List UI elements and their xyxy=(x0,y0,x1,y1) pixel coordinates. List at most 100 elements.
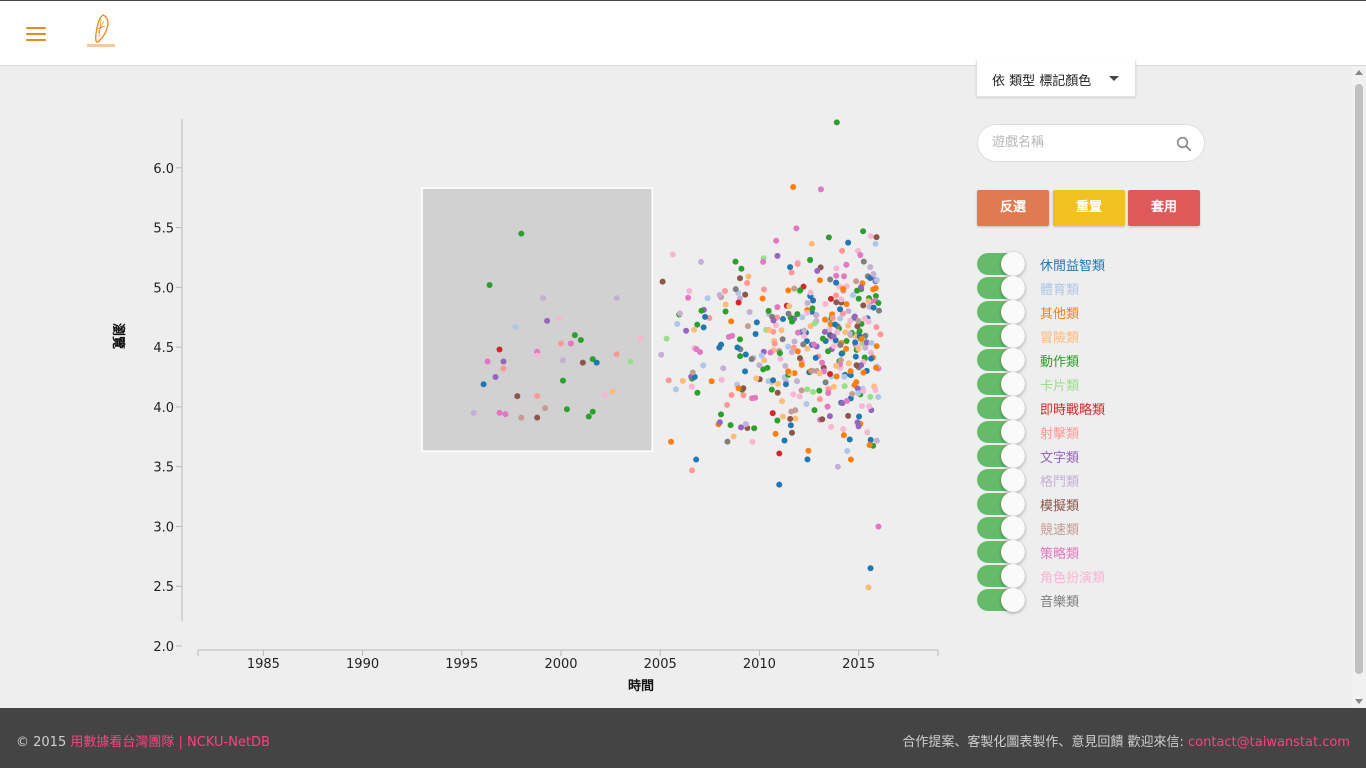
data-point[interactable] xyxy=(470,409,477,416)
category-toggle-switch[interactable] xyxy=(977,420,1025,444)
data-point[interactable] xyxy=(683,327,690,334)
data-point[interactable] xyxy=(840,426,847,433)
data-point[interactable] xyxy=(496,409,503,416)
data-point[interactable] xyxy=(837,315,844,322)
data-point[interactable] xyxy=(791,370,798,377)
data-point[interactable] xyxy=(502,411,509,418)
data-point[interactable] xyxy=(834,463,841,470)
reset-button[interactable]: 重置 xyxy=(1053,190,1125,226)
data-point[interactable] xyxy=(779,398,786,405)
data-point[interactable] xyxy=(769,410,776,417)
data-point[interactable] xyxy=(811,320,818,327)
data-point[interactable] xyxy=(841,383,848,390)
data-point[interactable] xyxy=(753,319,760,326)
data-point[interactable] xyxy=(534,414,541,421)
data-point[interactable] xyxy=(864,429,871,436)
data-point[interactable] xyxy=(828,423,835,430)
scroll-down-icon[interactable] xyxy=(1355,699,1363,704)
data-point[interactable] xyxy=(876,307,883,314)
data-point[interactable] xyxy=(774,417,781,424)
data-point[interactable] xyxy=(658,351,665,358)
data-point[interactable] xyxy=(540,295,547,302)
data-point[interactable] xyxy=(791,285,798,292)
data-point[interactable] xyxy=(761,357,768,364)
data-point[interactable] xyxy=(804,309,811,316)
data-point[interactable] xyxy=(839,310,846,317)
data-point[interactable] xyxy=(779,413,786,420)
data-point[interactable] xyxy=(721,287,728,294)
data-point[interactable] xyxy=(782,381,789,388)
data-point[interactable] xyxy=(830,333,837,340)
data-point[interactable] xyxy=(796,355,803,362)
scrollbar-thumb[interactable] xyxy=(1355,84,1363,674)
data-point[interactable] xyxy=(821,328,828,335)
game-name-search-input[interactable] xyxy=(992,135,1172,150)
data-point[interactable] xyxy=(777,355,784,362)
data-point[interactable] xyxy=(800,341,807,348)
data-point[interactable] xyxy=(716,292,723,299)
data-point[interactable] xyxy=(773,237,780,244)
data-point[interactable] xyxy=(785,343,792,350)
data-point[interactable] xyxy=(843,397,850,404)
data-point[interactable] xyxy=(843,338,850,345)
data-point[interactable] xyxy=(593,359,600,366)
data-point[interactable] xyxy=(867,349,874,356)
data-point[interactable] xyxy=(816,396,823,403)
toggle-knob[interactable] xyxy=(1001,564,1025,588)
data-point[interactable] xyxy=(794,378,801,385)
data-point[interactable] xyxy=(744,323,751,330)
data-point[interactable] xyxy=(866,403,873,410)
data-point[interactable] xyxy=(577,336,584,343)
category-toggle-switch[interactable] xyxy=(977,372,1025,396)
data-point[interactable] xyxy=(559,357,566,364)
data-point[interactable] xyxy=(782,362,789,369)
data-point[interactable] xyxy=(776,450,783,457)
data-point[interactable] xyxy=(845,412,852,419)
toggle-knob[interactable] xyxy=(1001,396,1025,420)
data-point[interactable] xyxy=(816,387,823,394)
data-point[interactable] xyxy=(718,411,725,418)
data-point[interactable] xyxy=(744,280,751,287)
data-point[interactable] xyxy=(613,295,620,302)
data-point[interactable] xyxy=(790,183,797,190)
data-point[interactable] xyxy=(822,379,829,386)
data-point[interactable] xyxy=(544,317,551,324)
data-point[interactable] xyxy=(852,353,859,360)
data-point[interactable] xyxy=(740,385,747,392)
data-point[interactable] xyxy=(689,369,696,376)
data-point[interactable] xyxy=(708,378,715,385)
data-point[interactable] xyxy=(737,336,744,343)
data-point[interactable] xyxy=(700,362,707,369)
data-point[interactable] xyxy=(563,406,570,413)
data-point[interactable] xyxy=(798,387,805,394)
data-point[interactable] xyxy=(589,356,596,363)
data-point[interactable] xyxy=(786,303,793,310)
data-point[interactable] xyxy=(752,331,759,338)
data-point[interactable] xyxy=(700,324,707,331)
data-point[interactable] xyxy=(827,371,834,378)
data-point[interactable] xyxy=(734,344,741,351)
data-point[interactable] xyxy=(579,359,586,366)
data-point[interactable] xyxy=(857,252,864,259)
data-point[interactable] xyxy=(867,393,874,400)
toggle-knob[interactable] xyxy=(1001,492,1025,516)
data-point[interactable] xyxy=(833,265,840,272)
data-point[interactable] xyxy=(758,352,765,359)
data-point[interactable] xyxy=(774,389,781,396)
data-point[interactable] xyxy=(559,377,566,384)
data-point[interactable] xyxy=(872,240,879,247)
data-point[interactable] xyxy=(742,351,749,358)
toggle-knob[interactable] xyxy=(1001,252,1025,276)
data-point[interactable] xyxy=(745,273,752,280)
data-point[interactable] xyxy=(861,315,868,322)
data-point[interactable] xyxy=(771,340,778,347)
data-point[interactable] xyxy=(735,299,742,306)
category-toggle-switch[interactable] xyxy=(977,396,1025,420)
data-point[interactable] xyxy=(875,299,882,306)
data-point[interactable] xyxy=(759,295,766,302)
data-point[interactable] xyxy=(753,375,760,382)
data-point[interactable] xyxy=(787,415,794,422)
data-point[interactable] xyxy=(810,388,817,395)
data-point[interactable] xyxy=(855,423,862,430)
data-point[interactable] xyxy=(799,314,806,321)
